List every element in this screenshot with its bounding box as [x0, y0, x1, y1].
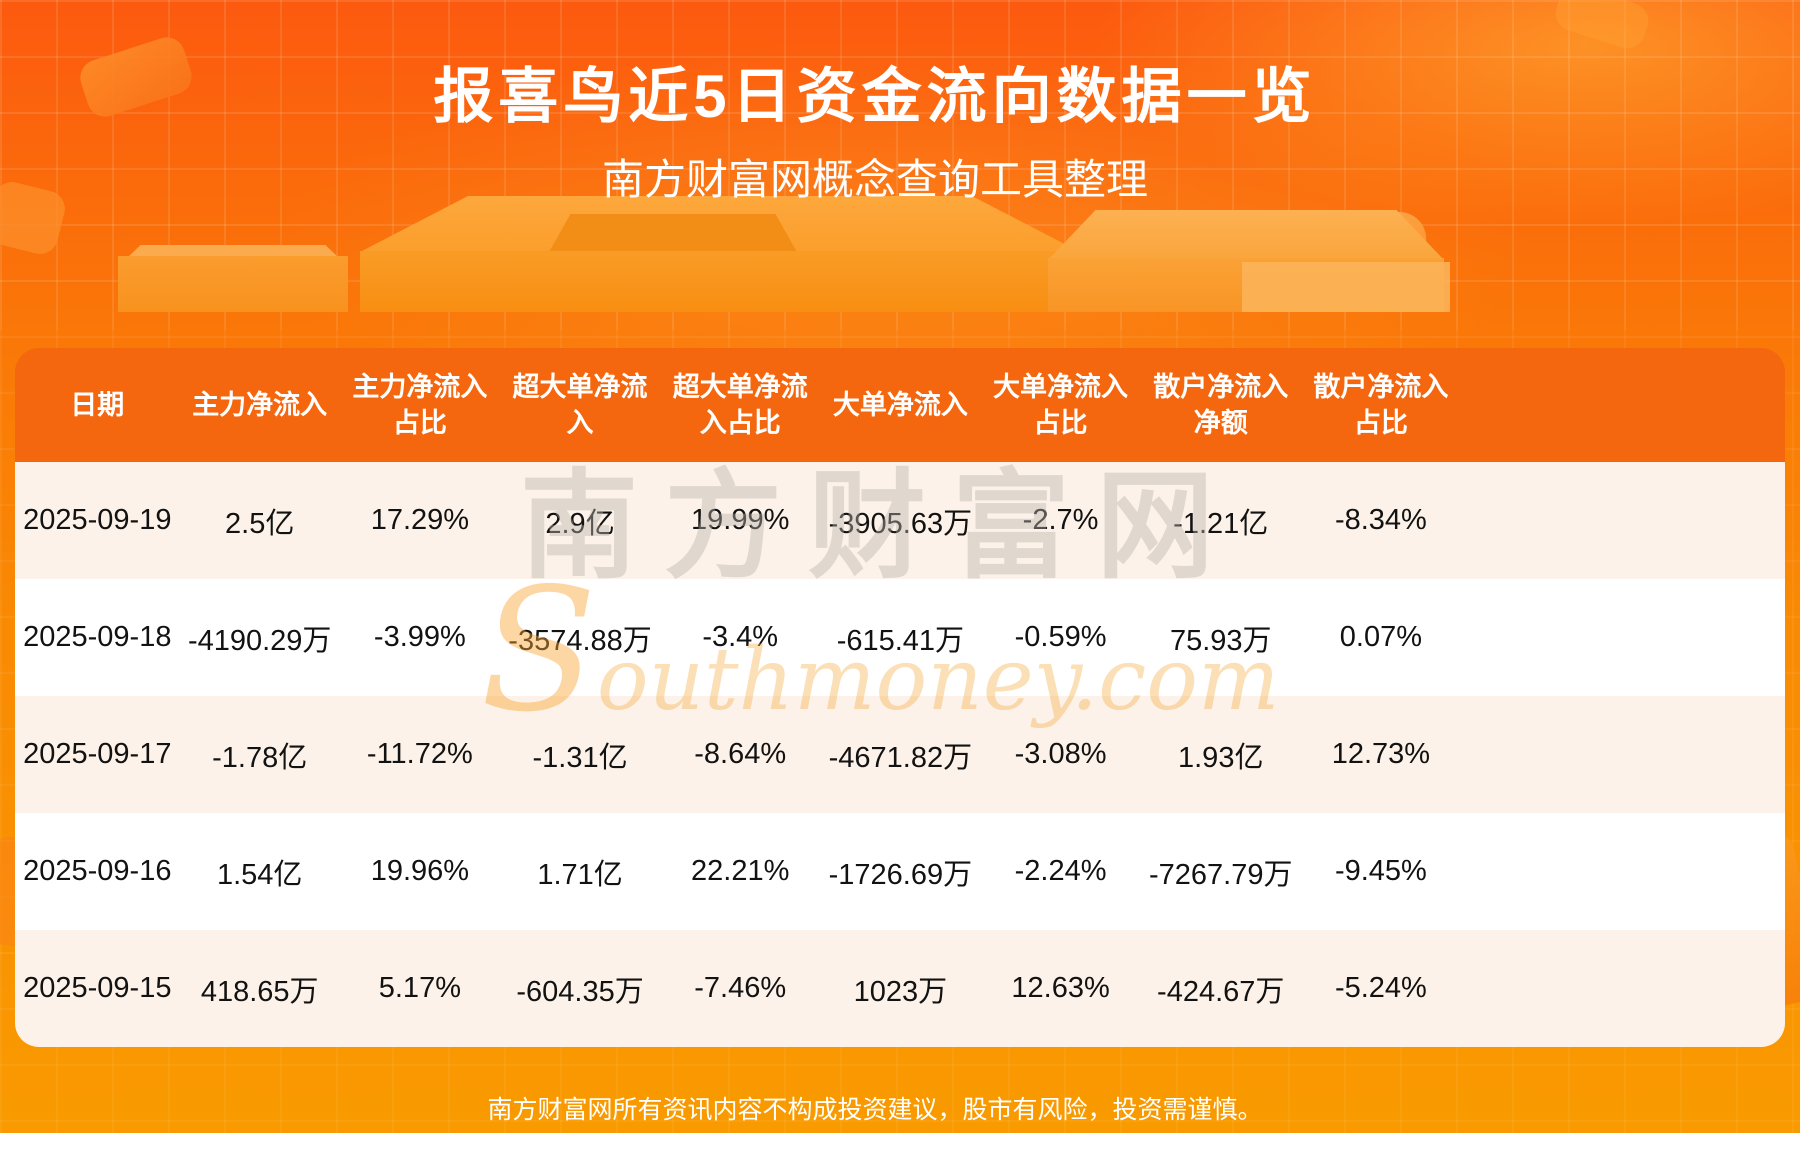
podium-center-front: [360, 251, 1080, 312]
table-cell: 418.65万: [200, 975, 319, 1008]
table-cell: -1.21亿: [1173, 507, 1269, 540]
table-cell: 2025-09-15: [23, 972, 172, 1004]
table-cell-spacer: [1461, 930, 1785, 1047]
table-cell: 5.17%: [378, 972, 461, 1004]
table-row: 2025-09-18 -4190.29万 -3.99% -3574.88万 -3.4% -…: [15, 579, 1785, 696]
table-cell: -4671.82万: [828, 741, 973, 774]
table-cell: -2.7%: [1022, 504, 1099, 536]
table-cell: -1.78亿: [212, 741, 308, 774]
table-cell: -7267.79万: [1148, 858, 1293, 891]
table-cell-spacer: [1461, 579, 1785, 696]
table-cell: 2025-09-16: [23, 855, 172, 887]
table-cell: -8.64%: [694, 738, 787, 770]
table-cell-spacer: [1461, 696, 1785, 813]
table-cell: 75.93万: [1169, 624, 1272, 657]
table-cell: -9.45%: [1334, 855, 1427, 887]
table-row: 2025-09-19 2.5亿 17.29% 2.9亿 19.99% -3905.63万 -…: [15, 462, 1785, 579]
footer-disclaimer: 南方财富网所有资讯内容不构成投资建议，股市有风险，投资需谨慎。: [487, 1096, 1263, 1124]
table-cell: 22.21%: [691, 855, 790, 887]
table-cell: 19.96%: [370, 855, 470, 887]
column-header: 大单净流入: [820, 348, 981, 462]
page-title: 报喜鸟近5日资金流向数据一览: [433, 63, 1317, 130]
column-header: 超大单净流入占比: [660, 348, 821, 462]
table-cell: -3.08%: [1014, 738, 1107, 770]
table-cell: 1.71亿: [537, 858, 623, 891]
fundflow-table: 日期 主力净流入 主力净流入占比 超大单净流入 超大单净流入占比 大单净流入 大单净流入占比…: [15, 348, 1785, 1047]
column-header: 主力净流入: [179, 348, 340, 462]
table-cell: 12.73%: [1331, 738, 1431, 770]
column-header: 主力净流入占比: [339, 348, 500, 462]
table-cell: 12.63%: [1011, 972, 1110, 1004]
table-cell: -2.24%: [1014, 855, 1107, 887]
page-subtitle: 南方财富网概念查询工具整理: [601, 156, 1148, 203]
table-cell: -1.31亿: [532, 741, 628, 774]
table-cell: 1.54亿: [216, 858, 303, 891]
table-row: 2025-09-15 418.65万 5.17% -604.35万 -7.46% 1023…: [15, 930, 1785, 1047]
table-cell: 2025-09-18: [23, 621, 172, 653]
table-header: 日期 主力净流入 主力净流入占比 超大单净流入 超大单净流入占比 大单净流入 大单净流入占比…: [15, 348, 1785, 462]
table-cell: 2025-09-17: [23, 738, 172, 770]
table-cell-spacer: [1461, 813, 1785, 930]
table-cell: -424.67万: [1157, 975, 1285, 1008]
table-cell: -604.35万: [516, 975, 644, 1008]
header-row: 日期 主力净流入 主力净流入占比 超大单净流入 超大单净流入占比 大单净流入 大单净流入占比…: [15, 348, 1785, 462]
table-cell: 1023万: [853, 975, 948, 1008]
table-cell: -7.46%: [694, 972, 787, 1004]
podium-right2-front: [1242, 262, 1450, 312]
column-header: 散户净流入占比: [1300, 348, 1461, 462]
table-cell: -1726.69万: [828, 858, 973, 891]
table-row: 2025-09-17 -1.78亿 -11.72% -1.31亿 -8.64% -4671…: [15, 696, 1785, 813]
bottom-strip: [0, 1133, 1800, 1150]
table-cell: -4190.29万: [187, 624, 332, 657]
table-cell: 2.5亿: [225, 507, 295, 540]
table-cell: 2.9亿: [545, 507, 615, 540]
table-cell: -3.4%: [702, 621, 779, 653]
table-cell: 1.93亿: [1178, 741, 1264, 774]
column-header: 散户净流入净额: [1140, 348, 1301, 462]
fundflow-table-container: 日期 主力净流入 主力净流入占比 超大单净流入 超大单净流入占比 大单净流入 大单净流入占比…: [15, 348, 1785, 1047]
podium-center-cube: [548, 214, 798, 254]
table-cell: 0.07%: [1339, 621, 1423, 653]
column-header: 超大单净流入: [499, 348, 661, 462]
table-cell: -0.59%: [1014, 621, 1107, 653]
table-body: 2025-09-19 2.5亿 17.29% 2.9亿 19.99% -3905.63万 -…: [15, 462, 1785, 1047]
column-header: 日期: [15, 348, 180, 462]
table-cell: 2025-09-19: [23, 504, 172, 536]
column-header-spacer: [1460, 348, 1785, 462]
table-cell: -5.24%: [1334, 972, 1427, 1004]
table-row: 2025-09-16 1.54亿 19.96% 1.71亿 22.21% -1726.69…: [15, 813, 1785, 930]
column-header: 大单净流入占比: [980, 348, 1141, 462]
podium-left-front: [118, 256, 348, 312]
podium-right-top: [1048, 210, 1444, 260]
table-cell: 17.29%: [370, 504, 470, 536]
table-cell: 19.99%: [691, 504, 790, 536]
table-cell: -615.41万: [836, 624, 965, 657]
podium-left-top: [128, 245, 338, 257]
table-cell: -11.72%: [366, 738, 473, 770]
table-cell: -3574.88万: [508, 624, 652, 657]
table-cell: -3905.63万: [828, 507, 973, 540]
table-cell: -8.34%: [1334, 504, 1427, 536]
table-cell: -3.99%: [373, 621, 466, 653]
table-cell-spacer: [1461, 462, 1785, 579]
